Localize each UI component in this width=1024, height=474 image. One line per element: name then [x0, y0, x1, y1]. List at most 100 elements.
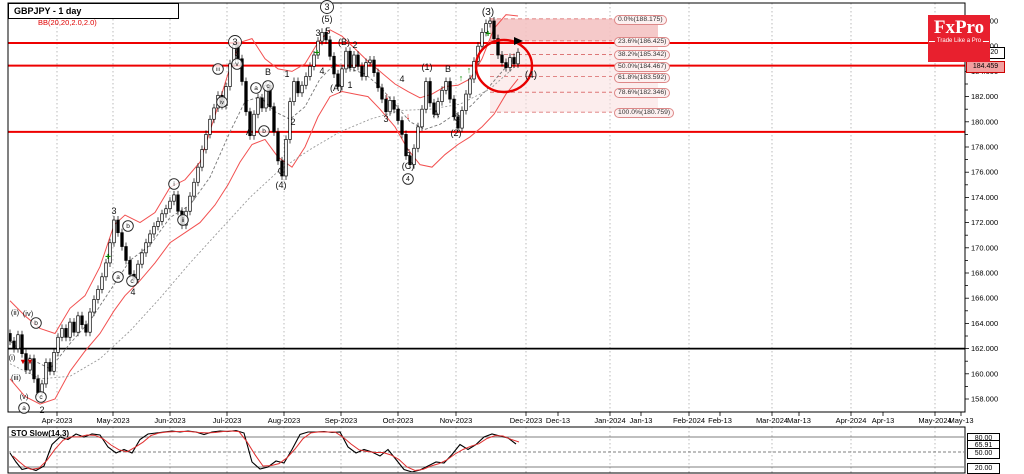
wave-labels[interactable]: 3(5)3 5(B) 24(A) 1435(C)4(1)ABC(2)(3)(4)35v…: [9, 0, 537, 416]
fib-level-label[interactable]: 78.6%(182.346): [614, 88, 671, 99]
wave-label[interactable]: 2: [39, 405, 44, 415]
wave-label[interactable]: (B): [338, 37, 350, 47]
svg-text:1: 1: [347, 80, 352, 90]
sto-indicator-label: STO Slow(14,3): [11, 429, 70, 438]
wave-label[interactable]: c: [262, 80, 274, 92]
wave-label[interactable]: 4: [130, 287, 135, 297]
fib-level-label[interactable]: 38.2%(185.342): [614, 50, 671, 61]
last-bar-flag: [514, 37, 523, 45]
svg-text:176.000: 176.000: [971, 168, 998, 177]
wave-label[interactable]: (ii): [11, 308, 20, 317]
wave-label[interactable]: (iii): [11, 373, 21, 382]
wave-label[interactable]: 3: [111, 206, 116, 216]
svg-text:2: 2: [39, 405, 44, 415]
stochastic-panel[interactable]: [8, 429, 965, 473]
fib-level-label[interactable]: 23.6%(186.425): [614, 36, 671, 47]
trade-marker-icon: +: [314, 48, 320, 59]
wave-label[interactable]: (2): [451, 128, 462, 138]
svg-text:i: i: [173, 182, 174, 188]
svg-text:iv: iv: [220, 100, 224, 106]
svg-text:5: 5: [234, 48, 239, 58]
wave-label[interactable]: 3: [228, 35, 242, 49]
wave-label[interactable]: (A): [330, 83, 342, 93]
wave-label[interactable]: 5: [325, 26, 330, 36]
wave-label[interactable]: C: [454, 113, 461, 123]
trade-marker-icon: ↑: [459, 73, 464, 83]
wave-label[interactable]: (4): [525, 70, 537, 81]
wave-label[interactable]: b: [30, 317, 42, 329]
svg-text:(4): (4): [276, 180, 287, 190]
wave-label[interactable]: b: [122, 220, 134, 232]
wave-label[interactable]: 2: [290, 117, 295, 127]
svg-text:c: c: [39, 394, 43, 401]
wave-label[interactable]: 4: [319, 66, 324, 76]
wave-label[interactable]: 4: [399, 74, 404, 84]
svg-text:(iv): (iv): [23, 309, 34, 318]
svg-text:Mar-2024: Mar-2024: [756, 416, 788, 425]
svg-text:(2): (2): [451, 128, 462, 138]
wave-label[interactable]: iv: [216, 96, 228, 108]
fxpro-logo-text: FxPro: [933, 17, 985, 38]
svg-text:Jun-2023: Jun-2023: [154, 416, 185, 425]
wave-label[interactable]: 2: [352, 40, 357, 50]
price-axis: 158.000 160.000 162.000 164.000 166.000 168.0…: [965, 17, 998, 404]
wave-label[interactable]: (5): [322, 14, 333, 24]
wave-label[interactable]: i: [168, 178, 180, 190]
wave-label[interactable]: A: [433, 109, 439, 119]
wave-label[interactable]: v: [231, 58, 243, 70]
trade-marker-icon: ↑: [467, 65, 472, 75]
wave-label[interactable]: 4: [402, 173, 414, 185]
wave-label[interactable]: 3: [315, 28, 320, 38]
wave-label[interactable]: (4): [276, 180, 287, 190]
wave-label[interactable]: 5: [405, 148, 410, 158]
trade-marker-icon: +: [105, 252, 111, 263]
trade-markers: + + + ↑↑ ↓ ↓ ▾ ▾: [20, 29, 491, 366]
horizontal-level-lines[interactable]: [8, 42, 965, 350]
svg-text:b: b: [126, 223, 130, 230]
fib-level-label[interactable]: 0.0%(188.175): [614, 14, 667, 25]
wave-label[interactable]: B: [265, 67, 271, 77]
wave-label[interactable]: (1): [422, 62, 433, 72]
wave-label[interactable]: B: [445, 64, 451, 74]
attention-circle[interactable]: [474, 38, 534, 94]
candles[interactable]: [9, 16, 520, 397]
wave-label[interactable]: A: [246, 127, 252, 137]
wave-label[interactable]: a: [18, 402, 30, 414]
svg-text:3: 3: [232, 37, 237, 47]
svg-text:4: 4: [319, 66, 324, 76]
wave-label[interactable]: 1: [284, 69, 289, 79]
wave-label[interactable]: 3: [320, 0, 334, 14]
wave-label[interactable]: (v): [20, 392, 29, 401]
svg-text:a: a: [116, 274, 120, 281]
wave-label[interactable]: 5: [234, 48, 239, 58]
fib-level-label[interactable]: 61.8%(183.592): [614, 72, 671, 83]
wave-label[interactable]: (3): [482, 7, 494, 18]
svg-text:3: 3: [383, 114, 388, 124]
trade-marker-icon: ↓: [406, 111, 411, 121]
wave-label[interactable]: ii: [177, 214, 189, 226]
wave-label[interactable]: (i): [9, 353, 16, 362]
wave-label[interactable]: iii: [212, 63, 224, 75]
wave-label[interactable]: 3: [383, 114, 388, 124]
wave-label[interactable]: a: [112, 271, 124, 283]
wave-label[interactable]: 1: [347, 80, 352, 90]
wave-label[interactable]: C: [278, 166, 285, 176]
fib-level-label[interactable]: 100.0%(180.759): [614, 108, 675, 119]
chart-frames: [7, 2, 966, 474]
wave-label[interactable]: c: [126, 275, 138, 287]
fib-level-label[interactable]: 50.0%(184.467): [614, 61, 671, 72]
wave-label[interactable]: b: [258, 125, 270, 137]
wave-label[interactable]: (C): [402, 161, 415, 171]
trade-marker-icon: +: [485, 29, 491, 40]
wave-label[interactable]: (iv): [23, 309, 34, 318]
svg-text:4: 4: [130, 287, 135, 297]
svg-text:172.000: 172.000: [971, 218, 998, 227]
svg-text:B: B: [265, 67, 271, 77]
wave-label[interactable]: a: [250, 82, 262, 94]
svg-text:(1): (1): [422, 62, 433, 72]
red-level-price-box: 184.459: [966, 60, 1005, 73]
fxpro-logo: FxPro Trade Like a Pro: [928, 15, 990, 62]
wave-label[interactable]: c: [35, 391, 47, 403]
